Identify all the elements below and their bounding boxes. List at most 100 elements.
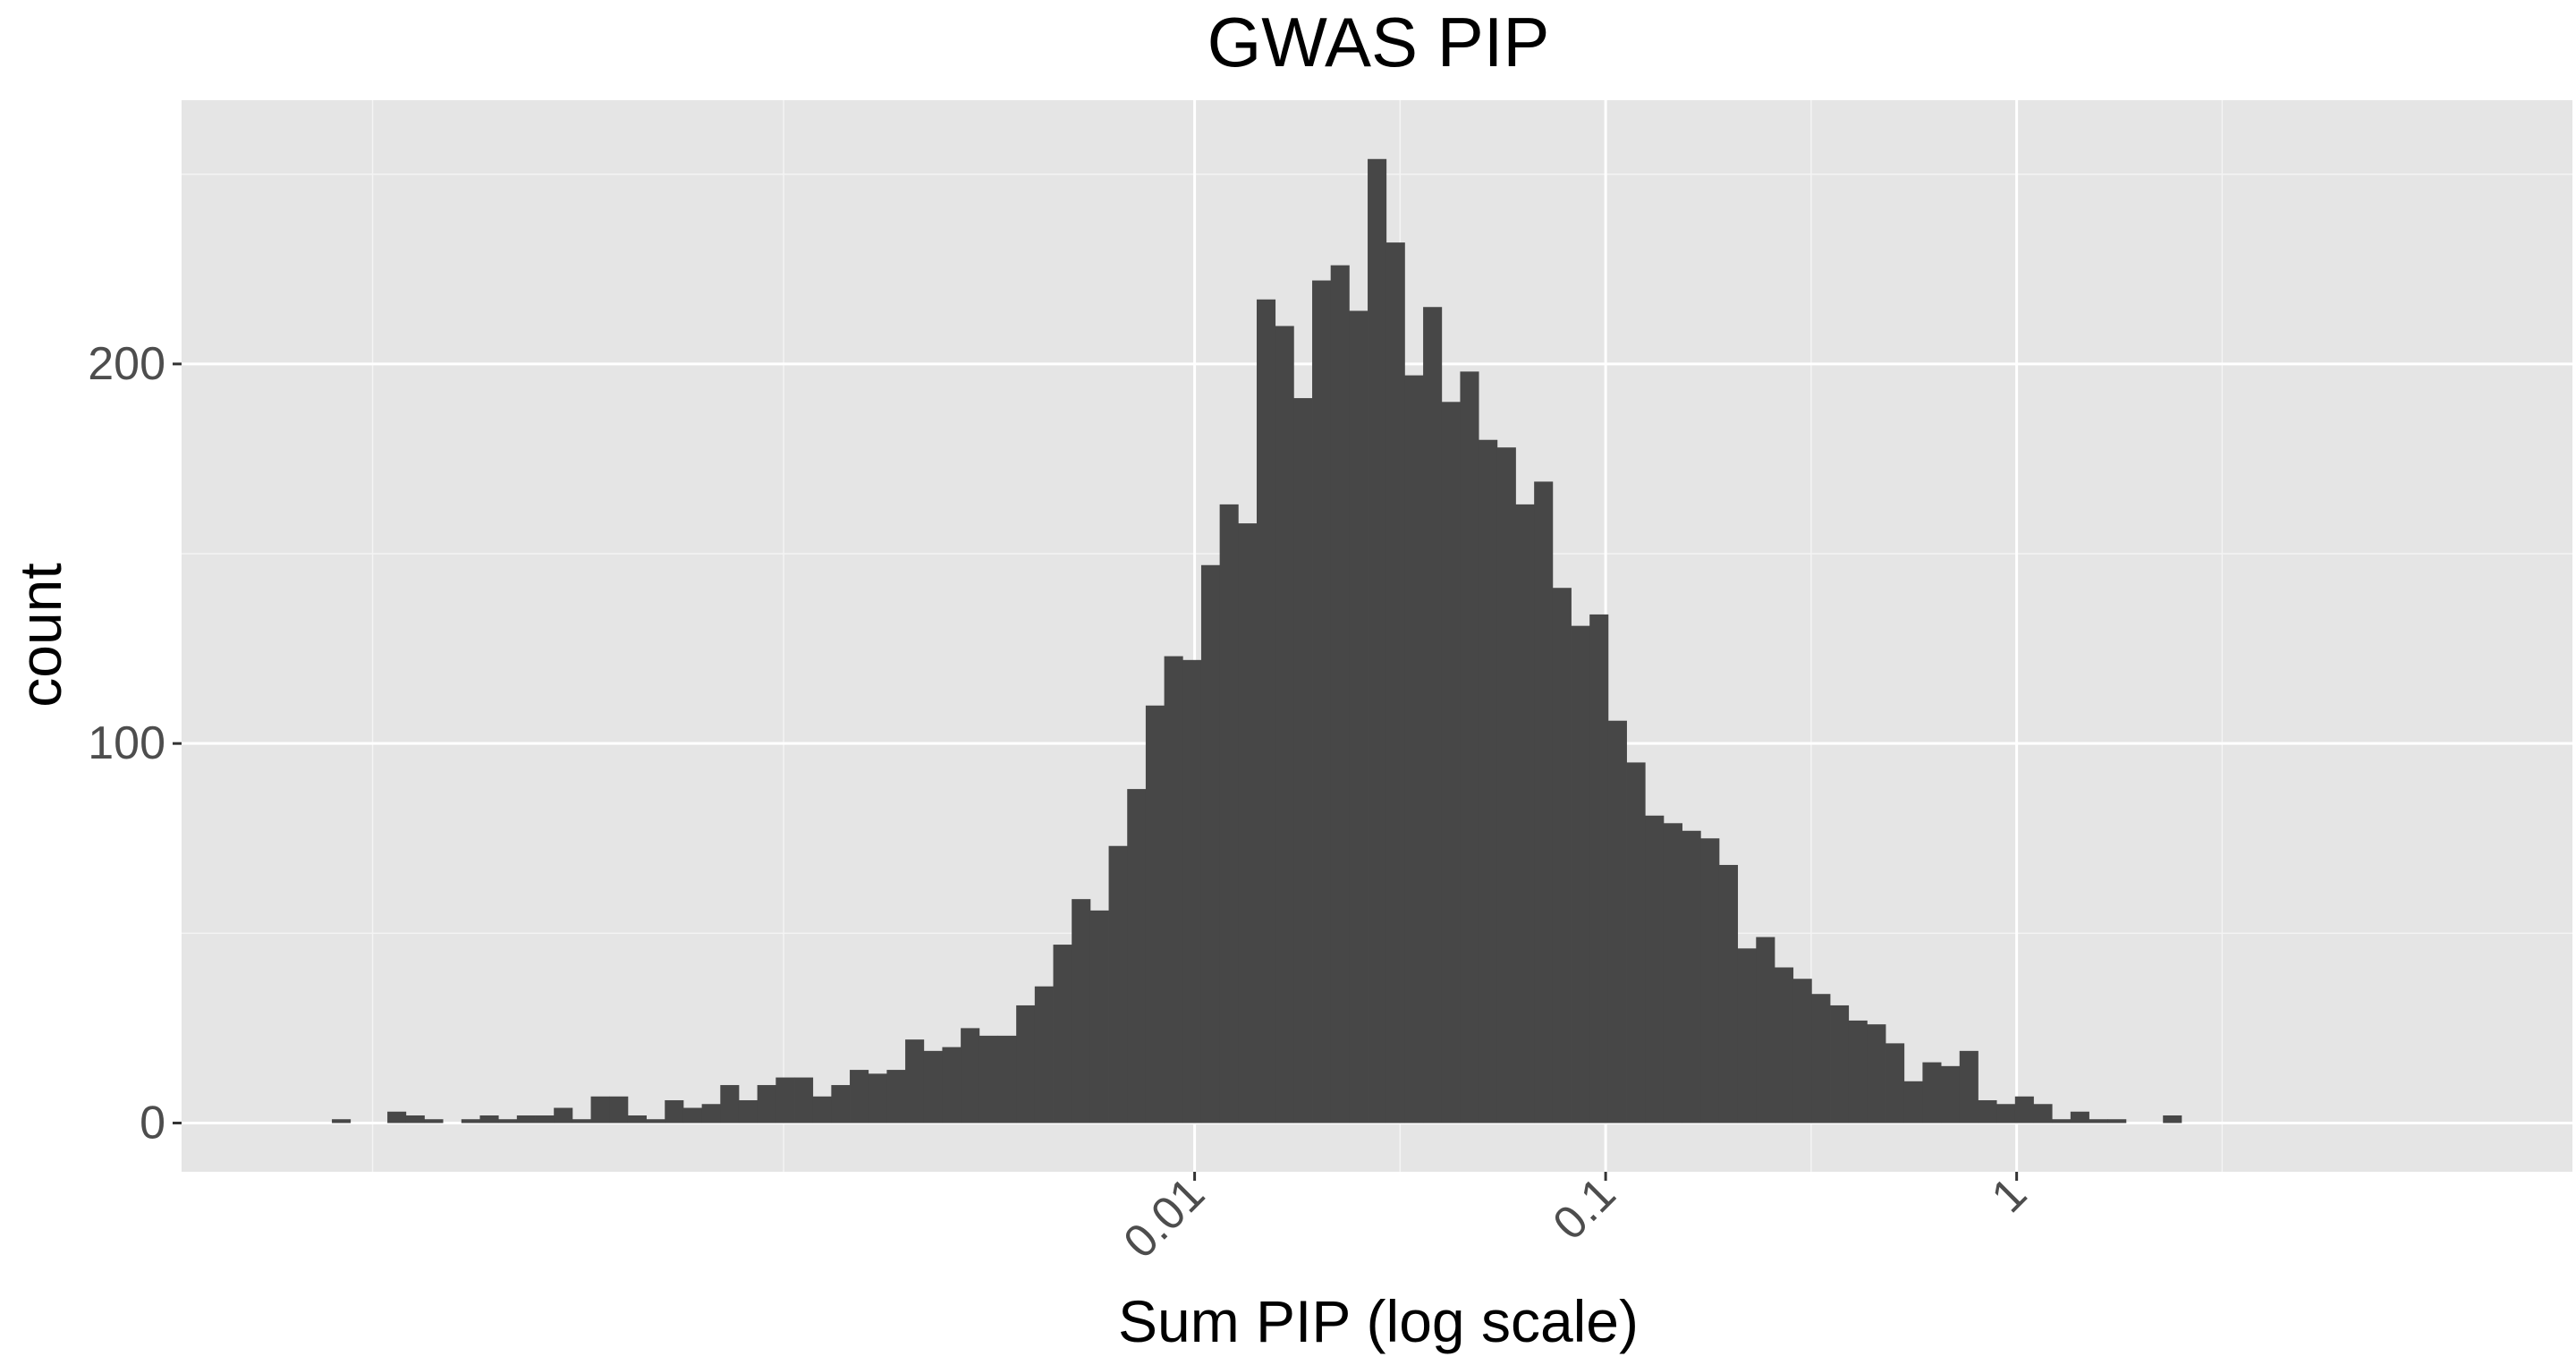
histogram-bar	[812, 1096, 832, 1123]
histogram-bar	[1700, 838, 1720, 1123]
histogram-bar	[1885, 1043, 1905, 1123]
histogram-bar	[942, 1047, 962, 1123]
histogram-bar	[1645, 815, 1665, 1123]
histogram-bar	[1200, 564, 1221, 1123]
histogram-bar	[775, 1077, 795, 1123]
histogram-bar	[554, 1107, 573, 1123]
histogram-bar	[1053, 945, 1072, 1123]
y-tick-label: 100	[88, 717, 165, 769]
histogram-bar	[1830, 1005, 1850, 1123]
histogram-bar	[2014, 1096, 2034, 1123]
histogram-bar	[1774, 967, 1794, 1123]
histogram-bar	[627, 1115, 647, 1123]
histogram-bar	[1903, 1081, 1923, 1123]
histogram-bar	[1737, 948, 1757, 1123]
histogram-bar	[1996, 1104, 2016, 1123]
histogram-bar	[332, 1119, 352, 1123]
histogram-bar	[1552, 588, 1572, 1123]
y-axis-label: count	[7, 563, 73, 707]
histogram-bar	[794, 1077, 814, 1123]
y-tick-label: 0	[140, 1097, 165, 1149]
histogram-bar	[905, 1039, 925, 1123]
histogram-bar	[1441, 402, 1461, 1123]
histogram-bar	[665, 1100, 684, 1123]
histogram-bar	[1515, 504, 1535, 1123]
histogram-bar	[1867, 1024, 1886, 1123]
histogram-bar	[1127, 789, 1147, 1123]
histogram-bar	[1238, 523, 1258, 1123]
histogram-bar	[1312, 280, 1332, 1123]
histogram-bar	[1479, 439, 1498, 1123]
histogram-bar	[979, 1035, 998, 1123]
histogram-bar	[1256, 299, 1276, 1123]
histogram-bar	[590, 1096, 610, 1123]
histogram-bar	[516, 1115, 536, 1123]
histogram-bar	[1219, 504, 1239, 1123]
histogram-bar	[1682, 830, 1701, 1123]
histogram-bar	[1571, 625, 1590, 1123]
histogram-bar	[1385, 242, 1405, 1123]
histogram-bar	[2089, 1119, 2108, 1123]
histogram-bar	[1145, 705, 1165, 1123]
histogram-bar	[1626, 762, 1646, 1123]
histogram-bar	[738, 1100, 758, 1123]
histogram-bar	[2107, 1119, 2127, 1123]
histogram-bar	[1848, 1020, 1868, 1123]
y-tick-label: 200	[88, 338, 165, 390]
histogram-bar	[1182, 659, 1202, 1123]
histogram-bar	[1756, 937, 1775, 1123]
histogram-bar	[1589, 614, 1609, 1123]
histogram-bar	[1034, 986, 1054, 1123]
histogram-bar	[535, 1115, 555, 1123]
histogram-bar	[1275, 326, 1294, 1123]
histogram-bar	[886, 1070, 906, 1123]
histogram-bar	[1959, 1050, 1979, 1123]
histogram-bar	[609, 1096, 629, 1123]
y-axis: 0 100 200	[88, 338, 182, 1149]
histogram-bar	[923, 1050, 943, 1123]
histogram-bar	[646, 1119, 665, 1123]
histogram-bar	[2033, 1104, 2053, 1123]
histogram-bar	[498, 1119, 518, 1123]
histogram-bar	[1423, 307, 1443, 1123]
histogram-bar	[1016, 1005, 1036, 1123]
histogram-bar	[701, 1104, 721, 1123]
histogram-bar	[831, 1085, 851, 1123]
histogram-bar	[1072, 899, 1091, 1123]
histogram-bar	[1404, 375, 1424, 1123]
histogram-bar	[405, 1115, 425, 1123]
histogram-bar	[961, 1028, 980, 1123]
histogram-bar	[1941, 1065, 1961, 1123]
histogram-bar	[1108, 845, 1128, 1123]
histogram-bar	[1534, 481, 1554, 1123]
histogram-bar	[997, 1035, 1017, 1123]
histogram-bar	[1293, 398, 1313, 1123]
histogram-bar	[1089, 910, 1109, 1123]
histogram-bars	[332, 158, 2182, 1123]
histogram-bar	[387, 1111, 407, 1123]
histogram-bar	[868, 1073, 887, 1123]
histogram-bar	[720, 1085, 740, 1123]
x-axis-label: Sum PIP (log scale)	[1118, 1288, 1639, 1354]
histogram-bar	[1349, 310, 1368, 1123]
histogram-bar	[2163, 1115, 2182, 1123]
histogram-bar	[1922, 1062, 1942, 1123]
histogram-bar	[850, 1070, 869, 1123]
histogram-bar	[424, 1119, 444, 1123]
histogram-bar	[2070, 1111, 2089, 1123]
histogram-bar	[1368, 158, 1387, 1123]
histogram-bar	[757, 1085, 776, 1123]
histogram-bar	[1718, 864, 1739, 1123]
histogram-bar	[1460, 371, 1479, 1123]
histogram-bar	[1663, 823, 1682, 1123]
histogram-bar	[1792, 979, 1812, 1123]
histogram-bar	[479, 1115, 499, 1123]
histogram-bar	[461, 1119, 480, 1123]
chart-title: GWAS PIP	[1208, 3, 1550, 81]
histogram-bar	[682, 1107, 703, 1123]
histogram-bar	[1164, 656, 1183, 1123]
histogram-bar	[1811, 994, 1831, 1123]
histogram-bar	[1330, 265, 1350, 1123]
histogram-bar	[2052, 1119, 2072, 1123]
